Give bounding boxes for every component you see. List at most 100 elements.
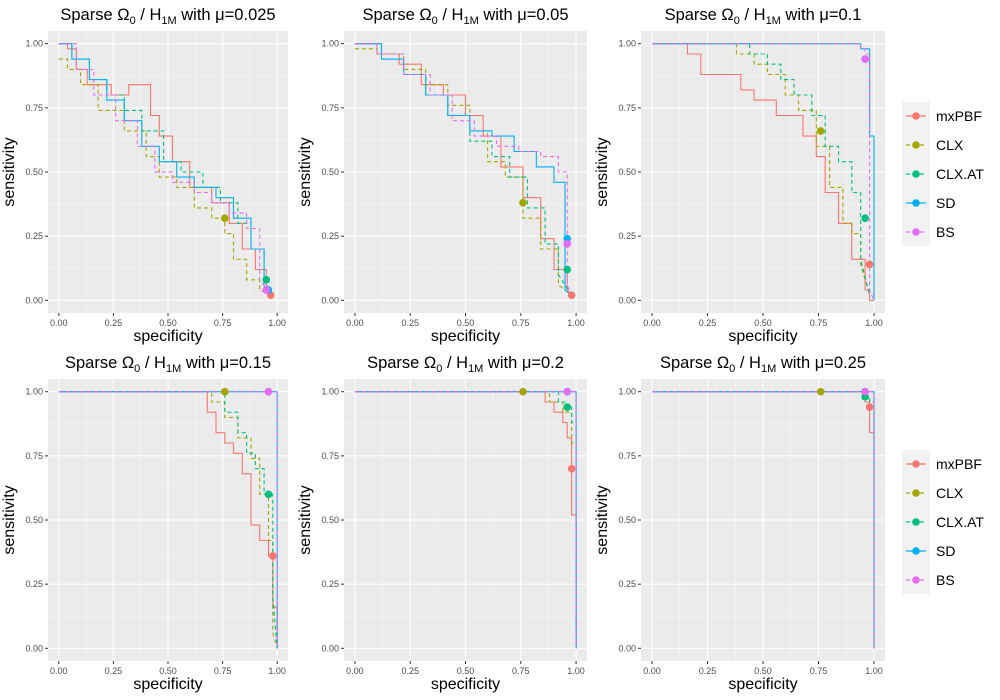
x-tick-label: 0.25	[699, 666, 717, 676]
y-tick-label: 0.00	[321, 643, 339, 653]
operating-point-bs	[262, 286, 270, 294]
y-tick-label: 0.75	[618, 103, 636, 113]
title-text: Sparse Ω	[60, 6, 129, 24]
title-text: with μ=0.05	[479, 6, 569, 24]
y-tick-label: 0.25	[321, 579, 339, 589]
legend-point	[912, 547, 920, 555]
y-tick-label: 0.00	[618, 643, 636, 653]
title-text: with μ=0.15	[181, 354, 271, 372]
title-text: / H	[438, 6, 464, 24]
roc-panel-5: 0.00 0.00 0.25 0.25 0.50 0.50 0.75 0.75 1.00 1.00…	[297, 354, 587, 693]
y-tick-label: 0.50	[321, 515, 339, 525]
roc-panel-3: 0.000.000.250.250.500.500.750.751.001.00…	[594, 6, 885, 345]
y-tick-label: 0.00	[25, 643, 43, 653]
y-tick-label: 0.00	[618, 295, 636, 305]
y-tick-label: 1.00	[321, 39, 339, 49]
panel-title: Sparse Ω0 / H1M with μ=0.05	[362, 6, 568, 27]
legend-point	[912, 228, 920, 236]
x-tick-label: 0.75	[810, 666, 828, 676]
operating-point-mxpbf	[866, 403, 874, 411]
operating-point-mxpbf	[568, 465, 576, 473]
operating-point-mxpbf	[269, 552, 277, 560]
panel-title: Sparse Ω0 / H1M with μ=0.025	[60, 6, 275, 27]
y-axis-title: sensitivity	[297, 485, 314, 554]
panel-title: Sparse Ω0 / H1M with μ=0.15	[65, 354, 271, 375]
y-tick-label: 0.75	[321, 451, 339, 461]
x-tick-label: 0.75	[810, 318, 828, 328]
x-tick-label: 0.25	[401, 666, 419, 676]
operating-point-bs	[563, 240, 571, 248]
legend-point	[912, 112, 920, 120]
x-axis-title: specificity	[431, 328, 500, 345]
legend-label: CLX.AT	[936, 514, 984, 530]
roc-panel-2: 0.00 0.00 0.25 0.25 0.50 0.50 0.75 0.75 1.00 1.00…	[297, 6, 587, 345]
title-text: Sparse Ω	[362, 6, 431, 24]
x-tick-label: 0.75	[214, 318, 232, 328]
operating-point-clx	[221, 388, 229, 396]
y-tick-label: 1.00	[321, 387, 339, 397]
panel-title: Sparse Ω0 / H1M with μ=0.25	[660, 354, 866, 375]
x-tick-label: 0.50	[754, 666, 772, 676]
x-tick-label: 0.00	[50, 666, 68, 676]
y-tick-label: 0.25	[321, 231, 339, 241]
title-text: / H	[735, 354, 761, 372]
title-text: Sparse Ω	[367, 354, 436, 372]
panel-title: Sparse Ω0 / H1M with μ=0.2	[367, 354, 564, 375]
title-subscript: 1M	[166, 363, 181, 375]
title-text: Sparse Ω	[665, 6, 734, 24]
x-tick-label: 1.00	[268, 318, 286, 328]
x-tick-label: 1.00	[268, 666, 286, 676]
operating-point-bs	[861, 55, 869, 63]
y-tick-label: 0.75	[618, 451, 636, 461]
y-tick-label: 0.50	[25, 167, 43, 177]
x-axis-title: specificity	[728, 328, 797, 345]
operating-point-bs	[563, 388, 571, 396]
y-axis-title: sensitivity	[1, 137, 18, 206]
x-tick-label: 0.50	[159, 666, 177, 676]
title-text: with μ=0.25	[776, 354, 866, 372]
legend-label: CLX	[936, 485, 964, 501]
title-text: / H	[740, 6, 766, 24]
legend-point	[912, 199, 920, 207]
roc-panel-4: 0.000.000.250.250.500.500.750.751.001.00…	[1, 354, 288, 693]
y-tick-label: 0.50	[25, 515, 43, 525]
roc-figure: 0.00 0.00 0.25 0.25 0.50 0.50 0.75 0.75 1.00 1.00…	[0, 0, 1000, 700]
title-text: Sparse Ω	[65, 354, 134, 372]
legend-point	[912, 518, 920, 526]
title-subscript: 1M	[161, 15, 176, 27]
legend-label: CLX.AT	[936, 166, 984, 182]
x-tick-label: 0.50	[457, 318, 475, 328]
x-tick-label: 0.00	[643, 318, 661, 328]
x-axis-title: specificity	[431, 676, 500, 693]
x-tick-label: 0.25	[699, 318, 717, 328]
y-tick-label: 0.25	[618, 579, 636, 589]
legend-label: mxPBF	[936, 456, 982, 472]
legend-label: SD	[936, 543, 955, 559]
legend-1: mxPBFCLXCLX.ATSDBS	[902, 102, 984, 246]
x-axis-title: specificity	[133, 328, 202, 345]
legend-point	[912, 170, 920, 178]
operating-point-bs	[861, 388, 869, 396]
panel-title: Sparse Ω0 / H1M with μ=0.1	[665, 6, 862, 27]
y-axis-title: sensitivity	[297, 137, 314, 206]
legend-label: BS	[936, 224, 955, 240]
x-tick-label: 0.00	[643, 666, 661, 676]
x-tick-label: 1.00	[567, 666, 585, 676]
x-tick-label: 0.50	[159, 318, 177, 328]
legend-label: CLX	[936, 137, 964, 153]
operating-point-clx-at	[563, 403, 571, 411]
operating-point-mxpbf	[866, 261, 874, 269]
roc-panel-1: 0.00 0.00 0.25 0.25 0.50 0.50 0.75 0.75 1.00 1.00…	[1, 6, 288, 345]
y-tick-label: 1.00	[618, 39, 636, 49]
x-tick-label: 0.75	[214, 666, 232, 676]
operating-point-clx	[221, 214, 229, 222]
title-subscript: 1M	[761, 363, 776, 375]
y-tick-label: 0.75	[321, 103, 339, 113]
x-tick-label: 0.00	[50, 318, 68, 328]
y-tick-label: 0.75	[25, 451, 43, 461]
x-tick-label: 0.75	[512, 666, 530, 676]
y-tick-label: 0.25	[25, 231, 43, 241]
legend-label: SD	[936, 195, 955, 211]
x-tick-label: 1.00	[567, 318, 585, 328]
operating-point-mxpbf	[568, 291, 576, 299]
